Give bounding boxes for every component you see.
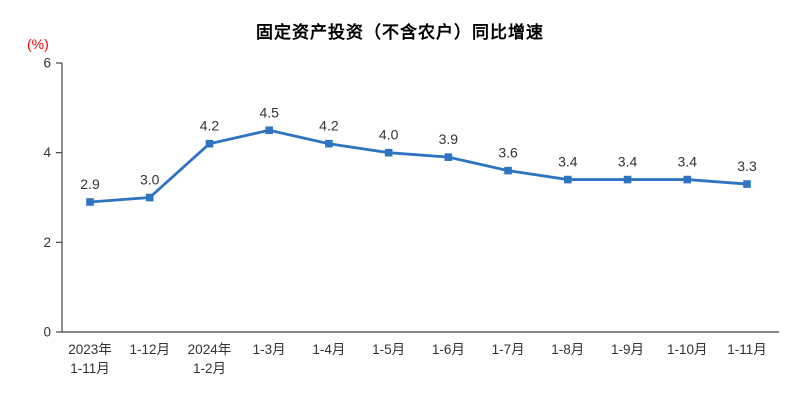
data-point-marker	[743, 180, 751, 188]
x-axis-tick-label: 2023年	[68, 342, 112, 357]
data-point-marker	[325, 139, 333, 148]
data-point-marker	[384, 148, 393, 157]
x-axis-tick-label: 1-11月	[727, 342, 767, 357]
x-axis-tick-label: 2024年	[188, 342, 232, 357]
x-axis-tick-label: 1-8月	[551, 342, 584, 357]
data-point-label: 3.9	[439, 131, 459, 147]
x-axis-tick-label: 1-12月	[129, 342, 170, 357]
axis-lines	[61, 63, 779, 333]
data-point-marker	[564, 175, 572, 184]
data-point-marker	[145, 193, 154, 202]
data-line	[88, 128, 749, 204]
data-point-label: 3.0	[140, 172, 160, 188]
data-point-label: 3.3	[737, 158, 757, 174]
data-point-label: 2.9	[80, 176, 100, 192]
x-axis-tick-label: 1-11月	[70, 361, 110, 376]
data-point-label: 3.4	[558, 154, 578, 170]
x-axis-tick-label: 1-3月	[253, 342, 286, 357]
x-axis-tick-label: 1-7月	[492, 342, 525, 357]
data-point-marker	[86, 198, 94, 206]
data-point-label: 4.2	[319, 118, 339, 134]
data-point-label: 4.5	[259, 104, 279, 120]
x-axis-tick-label: 1-10月	[667, 342, 708, 357]
data-point-label: 4.0	[379, 127, 399, 143]
data-point-marker	[623, 175, 632, 184]
chart-title: 固定资产投资（不含农户）同比增速	[256, 23, 544, 42]
data-point-marker	[265, 126, 273, 135]
y-axis-unit-label: (%)	[27, 36, 49, 52]
data-point-label: 3.4	[618, 154, 638, 170]
x-axis-tick-label: 1-6月	[432, 342, 465, 357]
y-axis-tick-label: 0	[43, 325, 51, 340]
data-point-label: 4.2	[200, 118, 220, 134]
data-point-label: 3.6	[498, 145, 518, 161]
x-axis-tick-label: 1-5月	[372, 342, 405, 357]
x-axis-tick-label: 1-2月	[193, 361, 226, 376]
data-point-marker	[444, 153, 453, 161]
y-axis-tick-label: 2	[43, 235, 51, 250]
y-axis-tick-label: 6	[43, 56, 51, 71]
y-axis-tick-label: 4	[43, 145, 51, 160]
x-axis-tick-label: 1-9月	[611, 342, 644, 357]
data-point-label: 3.4	[678, 154, 698, 170]
data-point-marker	[205, 139, 214, 148]
data-point-marker	[504, 166, 512, 175]
data-point-marker	[683, 175, 692, 184]
x-axis-tick-label: 1-4月	[312, 342, 345, 357]
